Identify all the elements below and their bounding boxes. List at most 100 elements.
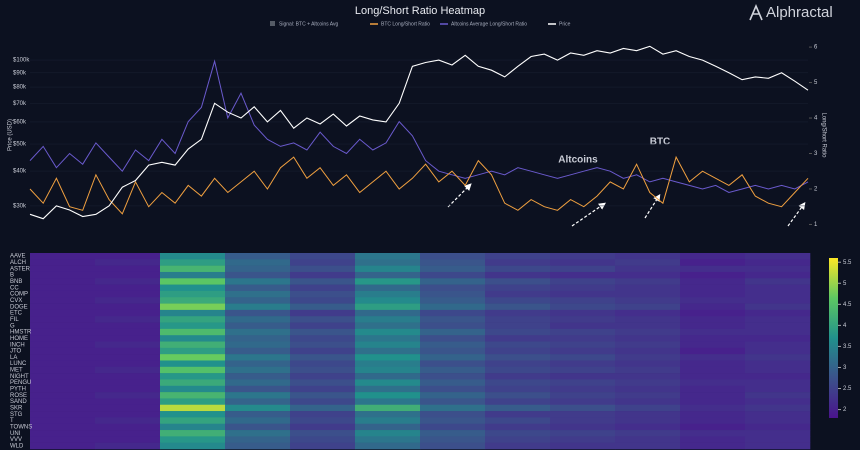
heatmap-cell (225, 360, 291, 368)
heatmap-cell (290, 259, 356, 266)
heatmap-cell (680, 303, 746, 311)
heatmap-cell (225, 265, 291, 273)
heatmap-cell (745, 404, 811, 412)
heatmap-cell (485, 430, 551, 437)
heatmap-cell (30, 290, 96, 298)
heatmap-cell (680, 297, 746, 304)
heatmap-cell (355, 417, 421, 425)
heatmap-cell (160, 442, 226, 450)
heatmap-cell (420, 278, 486, 285)
heatmap-cell (225, 423, 291, 431)
legend-swatch (270, 21, 275, 26)
heatmap-cell (550, 411, 616, 418)
row-label: VVV (10, 437, 22, 443)
heatmap-cell (550, 322, 616, 330)
heatmap (30, 253, 811, 450)
heatmap-cell (680, 316, 746, 323)
heatmap-cell (95, 335, 161, 342)
heatmap-cell (550, 316, 616, 323)
heatmap-cell (30, 442, 96, 450)
heatmap-cell (95, 385, 161, 393)
heatmap-cell (550, 335, 616, 342)
heatmap-cell (355, 373, 421, 380)
heatmap-cell (225, 417, 291, 425)
heatmap-cell (30, 404, 96, 412)
heatmap-cell (550, 290, 616, 298)
heatmap-cell (355, 360, 421, 368)
colorbar-tick-label: 5.5 (843, 260, 852, 266)
heatmap-cell (225, 309, 291, 317)
heatmap-cell (550, 366, 616, 374)
heatmap-cell (485, 398, 551, 406)
heatmap-cell (95, 309, 161, 317)
heatmap-cell (30, 366, 96, 374)
heatmap-cell (615, 335, 681, 342)
y-tick-label: $50k (13, 142, 27, 148)
heatmap-cell (30, 297, 96, 304)
heatmap-cell (290, 360, 356, 368)
heatmap-cell (30, 398, 96, 406)
heatmap-cell (745, 347, 811, 355)
y2-tick-label: 1 (814, 222, 818, 228)
heatmap-cell (225, 284, 291, 292)
heatmap-cell (160, 392, 226, 399)
heatmap-cell (680, 430, 746, 437)
heatmap-cell (745, 271, 811, 279)
heatmap-cell (355, 385, 421, 393)
heatmap-cell (680, 379, 746, 387)
heatmap-cell (615, 423, 681, 431)
heatmap-cell (225, 328, 291, 336)
heatmap-cell (615, 354, 681, 361)
row-label: STG (10, 412, 23, 418)
row-label: PYTH (10, 387, 26, 393)
heatmap-cell (95, 303, 161, 311)
row-label: CVX (10, 298, 22, 304)
heatmap-cell (290, 290, 356, 298)
heatmap-cell (225, 253, 291, 260)
heatmap-cell (355, 354, 421, 361)
row-label: SAND (10, 399, 27, 405)
heatmap-cell (485, 290, 551, 298)
heatmap-cell (290, 436, 356, 443)
heatmap-cell (420, 341, 486, 349)
row-label: HMSTR (10, 330, 32, 336)
row-label: ALCH (10, 260, 26, 266)
heatmap-cell (160, 417, 226, 425)
heatmap-cell (745, 436, 811, 443)
heatmap-cell (550, 430, 616, 437)
heatmap-cell (290, 366, 356, 374)
heatmap-cell (615, 309, 681, 317)
heatmap-cell (225, 335, 291, 342)
colorbar-tick-label: 4.5 (843, 302, 852, 308)
heatmap-cell (420, 423, 486, 431)
heatmap-cell (615, 436, 681, 443)
series-line (29, 59, 809, 194)
colorbar-tick-label: 2.5 (843, 386, 852, 392)
heatmap-cell (290, 398, 356, 406)
heatmap-cell (485, 366, 551, 374)
row-label: FIL (10, 317, 19, 323)
heatmap-cell (160, 322, 226, 330)
heatmap-cell (225, 379, 291, 387)
heatmap-cell (160, 271, 226, 279)
heatmap-cell (420, 265, 486, 273)
row-label: B (10, 273, 14, 279)
heatmap-cell (680, 271, 746, 279)
heatmap-cell (420, 347, 486, 355)
heatmap-cell (420, 303, 486, 311)
heatmap-cell (160, 366, 226, 374)
heatmap-cell (290, 271, 356, 279)
heatmap-cell (355, 290, 421, 298)
annotation: Altcoins (558, 155, 598, 166)
heatmap-cell (680, 423, 746, 431)
heatmap-cell (420, 373, 486, 380)
heatmap-cell (30, 284, 96, 292)
heatmap-cell (615, 442, 681, 450)
heatmap-cell (550, 385, 616, 393)
heatmap-cell (420, 360, 486, 368)
heatmap-cell (485, 341, 551, 349)
heatmap-cell (745, 259, 811, 266)
heatmap-cell (160, 328, 226, 336)
heatmap-cell (420, 354, 486, 361)
heatmap-cell (680, 366, 746, 374)
